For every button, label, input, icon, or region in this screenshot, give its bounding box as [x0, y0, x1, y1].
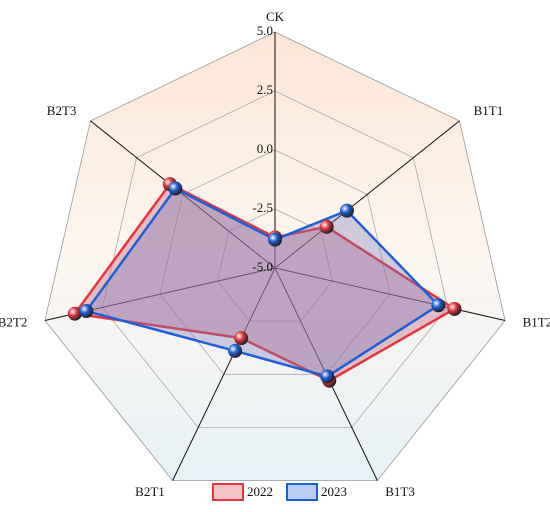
- series-area: [85, 187, 440, 378]
- axis-label: B2T1: [135, 484, 165, 499]
- data-point: [67, 306, 82, 321]
- data-point: [320, 369, 335, 384]
- data-point: [431, 298, 446, 313]
- axis-label: B1T3: [385, 484, 415, 499]
- axis-spoke: [172, 267, 276, 481]
- data-point: [234, 331, 249, 346]
- tick-label: 0.0: [257, 141, 273, 156]
- data-point: [168, 181, 183, 196]
- data-point: [268, 232, 282, 247]
- axis-label: CK: [266, 9, 285, 24]
- tick-label: 5.0: [257, 23, 273, 38]
- axis-spoke: [90, 120, 276, 269]
- tick-label: -5.0: [252, 259, 273, 274]
- legend-swatch: [212, 483, 244, 501]
- axis-spoke: [274, 120, 460, 269]
- data-point: [319, 219, 334, 234]
- legend-swatch: [286, 483, 318, 501]
- data-point: [79, 304, 94, 319]
- legend-label: 2022: [247, 484, 273, 499]
- grid-ring: [44, 31, 506, 482]
- series-area: [73, 182, 456, 382]
- axis-label: B1T1: [474, 103, 504, 118]
- tick-label: 2.5: [257, 82, 273, 97]
- grid-ring: [217, 208, 333, 322]
- data-point: [228, 343, 243, 358]
- legend-label: 2023: [321, 484, 347, 499]
- tick-label: -2.5: [252, 200, 273, 215]
- data-point: [447, 301, 462, 316]
- data-point: [339, 203, 354, 218]
- axis-label: B2T3: [47, 103, 77, 118]
- axis-label: B1T2: [523, 315, 550, 330]
- axis-label: B2T2: [0, 315, 27, 330]
- grid-ring: [102, 90, 448, 428]
- grid-ring: [159, 149, 391, 375]
- axis-spoke: [274, 267, 506, 322]
